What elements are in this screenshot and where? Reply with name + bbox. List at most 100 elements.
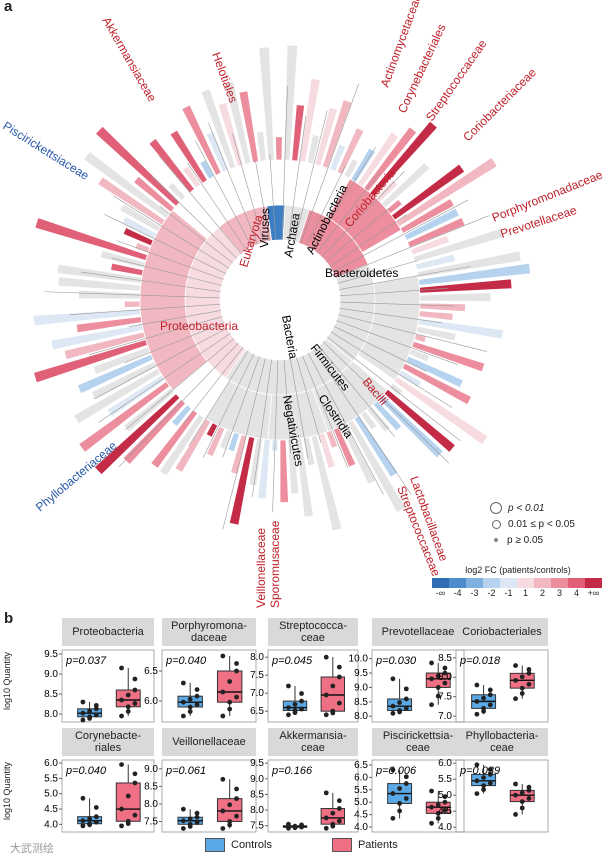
tree-branch (300, 83, 359, 244)
patients-point (330, 683, 336, 689)
tree-branch (269, 154, 277, 241)
controls-point (194, 693, 200, 699)
tree-ray (372, 400, 403, 432)
controls-point (403, 774, 409, 780)
patients-point (442, 680, 448, 686)
y-tick-label: 7.0 (250, 688, 264, 699)
tree-ray (205, 130, 229, 173)
tree-branch (187, 162, 247, 251)
tree-ray (329, 143, 347, 172)
pvalue-label: p=0.061 (165, 765, 206, 777)
tree-ray (122, 398, 187, 466)
tree-ray (291, 104, 306, 162)
patients-point (442, 794, 448, 800)
tree-ray (295, 437, 314, 518)
tree-ray (314, 106, 339, 167)
y-tick-label: 9.0 (354, 682, 368, 693)
facet-title: Piscirickettsia- ceae (372, 728, 464, 756)
facet-title: Porphyromona- daceae (162, 618, 256, 646)
controls-point (180, 680, 186, 686)
controls-point (80, 717, 86, 723)
tree-ray (346, 419, 407, 514)
tree-ray (230, 434, 248, 475)
controls-point (286, 683, 291, 689)
tree-branches (43, 83, 489, 530)
tree-branch (124, 322, 225, 364)
controls-label: Controls (231, 839, 272, 851)
boxplot-facet: Veillonellaceae 7.5 8.0 8.5 9.0 p=0.061 (138, 728, 262, 838)
patients-point (234, 786, 239, 792)
tree-branch (195, 140, 253, 248)
controls-point (487, 687, 493, 693)
controls-point (80, 795, 86, 801)
patients-point (125, 692, 131, 698)
controls-point (474, 682, 480, 688)
patients-point (234, 813, 239, 819)
pvalue-large-circle (490, 502, 502, 514)
controls-point (397, 801, 402, 806)
patients-point (336, 674, 342, 680)
patients-point (435, 802, 441, 808)
tree-branch (222, 356, 260, 458)
controls-point (93, 712, 99, 718)
tree-ray (283, 44, 299, 161)
controls-point (390, 703, 396, 709)
controls-point (474, 698, 480, 704)
patients-point (323, 654, 329, 660)
controls-point (474, 791, 480, 796)
pvalue-legend-3: p ≥ 0.05 (507, 534, 544, 546)
pvalue-label: p=0.045 (271, 655, 313, 667)
controls-point (481, 708, 486, 714)
tree-ray (388, 382, 404, 397)
boxplot-facet: Porphyromona- daceae 6.0 6.5 p=0.040 (138, 618, 262, 728)
patients-point (429, 702, 434, 708)
y-tick-label: 4.5 (438, 806, 452, 817)
colorbar-swatch (568, 578, 585, 588)
patients-point (336, 798, 342, 804)
controls-point (390, 815, 396, 821)
panel-b-letter: b (4, 610, 14, 627)
colorbar-tick: 1 (522, 588, 528, 598)
y-tick-label: 4.5 (354, 810, 368, 821)
tree-ray (397, 369, 423, 389)
patients-point (336, 806, 342, 811)
controls-point (180, 713, 186, 719)
tree-branch (43, 291, 221, 299)
tree-branch (89, 316, 223, 356)
patients-point (519, 799, 525, 804)
tree-branch (252, 359, 272, 497)
boxplot-facet: Prevotellaceae 8.0 8.5 9.0 9.5 10.0 p=0.030 (348, 618, 470, 728)
controls-point (487, 692, 493, 698)
plot-frame (455, 649, 549, 723)
tree-branch (337, 260, 418, 284)
circular-taxonomy-tree: Viruses Archaea Eukaryota Actinobacteria… (0, 0, 604, 608)
y-tick-label: 9.5 (250, 758, 264, 769)
tree-branch (272, 359, 279, 513)
controls-point (80, 710, 86, 716)
colorbar-tick: -1 (504, 588, 513, 598)
tree-ray (380, 161, 431, 209)
tree-ray (119, 203, 162, 233)
controls-point (397, 700, 402, 705)
pvalue-medium-circle (492, 519, 501, 529)
patients-point (119, 823, 124, 829)
patients-point (119, 762, 124, 767)
patients-point (227, 699, 233, 705)
controls-point (474, 711, 480, 717)
tree-ray (383, 388, 457, 453)
patients-point (526, 670, 532, 676)
patients-point (234, 668, 239, 674)
patients-point (330, 823, 336, 829)
tree-ray (121, 215, 158, 240)
controls-point (487, 772, 493, 777)
tree-branch (333, 326, 427, 372)
controls-point (397, 786, 402, 791)
tree-ray (393, 376, 489, 446)
tree-branch (313, 349, 412, 495)
y-tick-label: 7.5 (250, 670, 264, 681)
tree-ray (418, 278, 513, 294)
tree-ray (419, 292, 492, 302)
controls-point (187, 709, 193, 714)
boxplot-facet: Streptococca- ceae 6.5 7.0 7.5 8.0 p=0.045 (244, 618, 364, 728)
controls-point (403, 781, 409, 786)
